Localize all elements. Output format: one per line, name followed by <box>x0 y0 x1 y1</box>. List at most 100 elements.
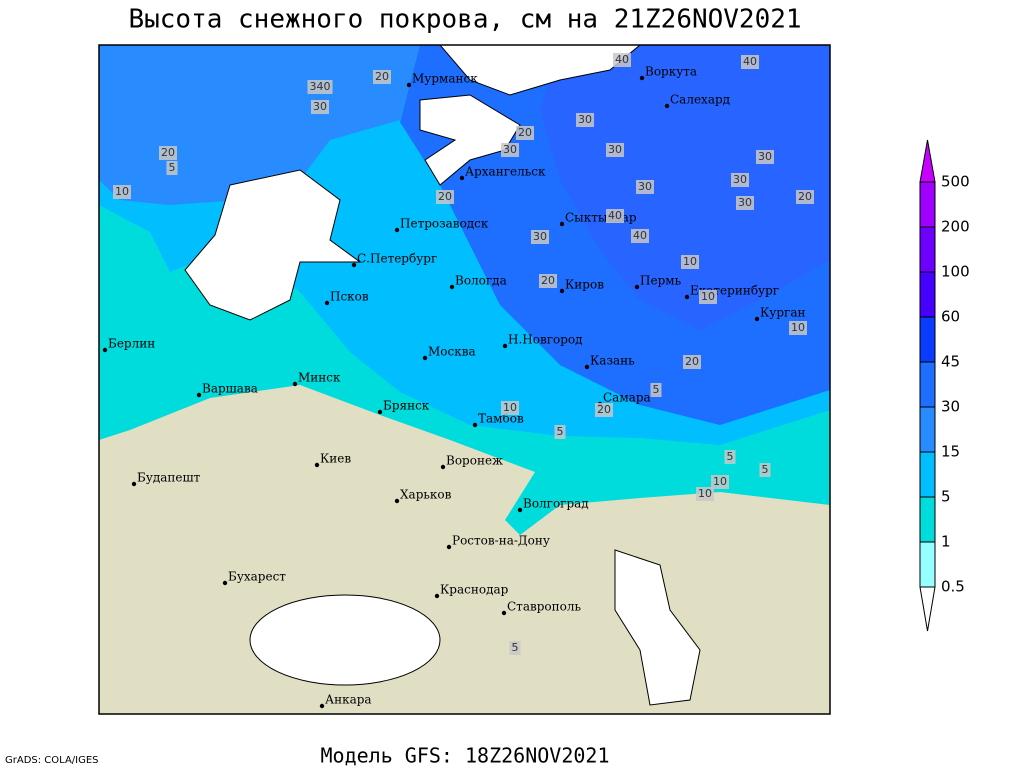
contour-label-box <box>606 143 624 157</box>
city-label: Сыктывкар <box>565 211 637 225</box>
contour-label: 10 <box>698 487 712 500</box>
contour-label: 20 <box>161 146 175 159</box>
contour-label-box <box>731 173 749 187</box>
contour-label-box <box>159 146 177 160</box>
city-dot <box>684 294 690 300</box>
contour-label: 20 <box>438 190 452 203</box>
city-dot <box>131 481 137 487</box>
city-dot <box>664 103 670 109</box>
contour-label-box <box>311 100 329 114</box>
caspian-sea <box>614 549 701 706</box>
contour-label: 30 <box>733 173 747 186</box>
contour-label: 20 <box>541 274 555 287</box>
city-label: Киров <box>565 278 604 292</box>
contour-label: 30 <box>503 143 517 156</box>
legend-swatch <box>919 451 936 498</box>
contour-label-box <box>696 487 714 501</box>
city-dot <box>434 593 440 599</box>
contour-label: 10 <box>791 321 805 334</box>
city-label: Бухарест <box>228 570 286 584</box>
legend-swatch <box>919 181 936 228</box>
city-dot <box>406 82 412 88</box>
contour-label-box <box>636 180 654 194</box>
contour-label-box <box>613 53 631 67</box>
contour-label: 5 <box>762 463 769 476</box>
city-dot <box>314 462 320 468</box>
contour-label: 40 <box>615 53 629 66</box>
white-sea <box>419 94 521 186</box>
city-dot <box>394 227 400 233</box>
city-label: Анкара <box>325 693 372 707</box>
city-dot <box>559 221 565 227</box>
city-label: Псков <box>330 290 369 304</box>
contour-label-box <box>113 185 131 199</box>
contour-label: 40 <box>743 55 757 68</box>
contour-label-box <box>631 229 649 243</box>
legend-label: 45 <box>941 353 960 371</box>
city-dot <box>472 422 478 428</box>
city-label: Н.Новгород <box>508 333 583 347</box>
city-dot <box>634 284 640 290</box>
legend-swatch <box>919 361 936 408</box>
city-label: Минск <box>298 371 341 385</box>
contour-label-box <box>789 321 807 335</box>
contour-label: 5 <box>512 641 519 654</box>
contour-label: 5 <box>169 161 176 174</box>
city-dot <box>501 610 507 616</box>
contour-label: 5 <box>653 383 660 396</box>
contour-label-box <box>650 383 662 397</box>
legend-swatch <box>919 226 936 273</box>
map-frame <box>98 44 831 715</box>
city-label: Берлин <box>108 337 155 351</box>
legend-top-arrow <box>919 139 936 183</box>
contour-label-box <box>606 209 624 223</box>
city-label: Воронеж <box>446 454 503 468</box>
city-label: Вологда <box>455 274 507 288</box>
city-dot <box>222 580 228 586</box>
contour-label: 30 <box>533 230 547 243</box>
contour-label: 340 <box>310 80 331 93</box>
contour-label: 10 <box>713 475 727 488</box>
contour-label: 10 <box>701 290 715 303</box>
contour-label: 5 <box>727 450 734 463</box>
black-sea <box>249 594 441 686</box>
contour-label: 30 <box>638 180 652 193</box>
legend-bottom-arrow <box>919 586 936 632</box>
contour-label-box <box>531 230 549 244</box>
legend-swatch <box>919 316 936 363</box>
city-dot <box>377 409 383 415</box>
footer: Модель GFS: 18Z26NOV2021 <box>321 744 610 768</box>
city-dot <box>584 364 590 370</box>
city-dot <box>502 343 508 349</box>
contour-label: 30 <box>578 113 592 126</box>
legend-label: 15 <box>941 443 960 461</box>
city-label: Будапешт <box>137 471 201 485</box>
contour-label-box <box>307 80 333 94</box>
legend-swatch <box>919 496 936 543</box>
contour-label: 20 <box>375 70 389 83</box>
city-label: Курган <box>760 306 805 320</box>
contour-label-box <box>724 450 736 464</box>
contour-label: 40 <box>608 209 622 222</box>
legend-label: 5 <box>941 488 951 506</box>
city-label: Краснодар <box>440 583 509 597</box>
contour-label-box <box>711 475 729 489</box>
contour-label: 30 <box>738 196 752 209</box>
contour-label: 30 <box>313 100 327 113</box>
legend-label: 30 <box>941 398 960 416</box>
contour-label: 5 <box>557 425 564 438</box>
city-label: Казань <box>590 354 635 368</box>
contour-label-box <box>683 355 701 369</box>
snow-15cm-west <box>99 45 420 205</box>
legend-label: 200 <box>941 218 970 236</box>
city-dot <box>422 355 428 361</box>
city-dot <box>517 507 523 513</box>
city-dot <box>351 262 357 268</box>
contour-label-box <box>699 290 717 304</box>
contour-label-box <box>436 190 454 204</box>
contour-label: 10 <box>503 401 517 414</box>
contour-label-box <box>166 161 178 175</box>
legend-swatch <box>919 271 936 318</box>
contour-label-box <box>539 274 557 288</box>
